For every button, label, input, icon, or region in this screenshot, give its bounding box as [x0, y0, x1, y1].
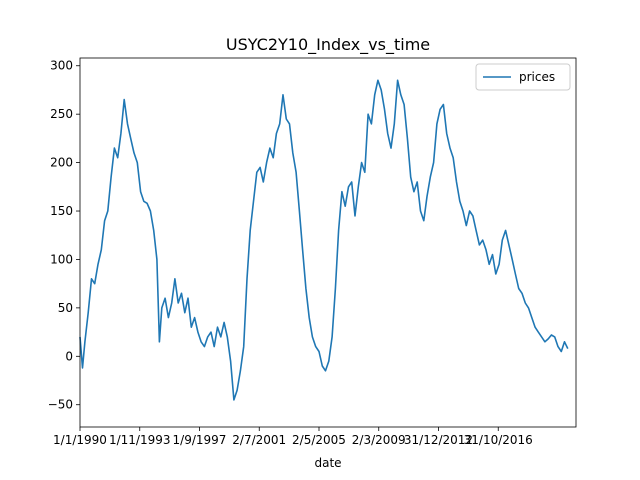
- y-tick-label: 150: [50, 204, 73, 218]
- x-tick-label: 1/9/1997: [173, 433, 227, 447]
- y-tick-label: 50: [58, 301, 73, 315]
- x-tick-label: 2/7/2001: [232, 433, 286, 447]
- y-tick-label: 0: [65, 349, 73, 363]
- series-prices-line: [79, 79, 569, 401]
- legend-label: prices: [519, 70, 555, 84]
- x-tick-label: 31/12/2012: [404, 433, 473, 447]
- legend-box: [475, 63, 571, 91]
- x-tick-label: 1/1/1990: [53, 433, 107, 447]
- x-tick-label: 1/11/1993: [109, 433, 171, 447]
- x-tick-label: 31/10/2016: [464, 433, 533, 447]
- y-tick-label: −50: [48, 398, 73, 412]
- y-tick-label: 200: [50, 156, 73, 170]
- x-axis: 1/1/1990 1/11/1993 1/9/1997 2/7/2001 2/5/200…: [53, 427, 533, 447]
- x-axis-label: date: [314, 456, 341, 470]
- plot-area: [79, 79, 569, 401]
- legend: prices: [475, 63, 571, 91]
- y-tick-label: 250: [50, 107, 73, 121]
- x-tick-label: 2/3/2009: [352, 433, 406, 447]
- chart-title: USYC2Y10_Index_vs_time: [226, 35, 430, 55]
- x-tick-label: 2/5/2005: [292, 433, 346, 447]
- plot-frame: [79, 57, 577, 428]
- y-tick-label: 100: [50, 252, 73, 266]
- y-axis: −50 0 50 100 150 200 250 300: [48, 59, 80, 412]
- y-tick-label: 300: [50, 59, 73, 73]
